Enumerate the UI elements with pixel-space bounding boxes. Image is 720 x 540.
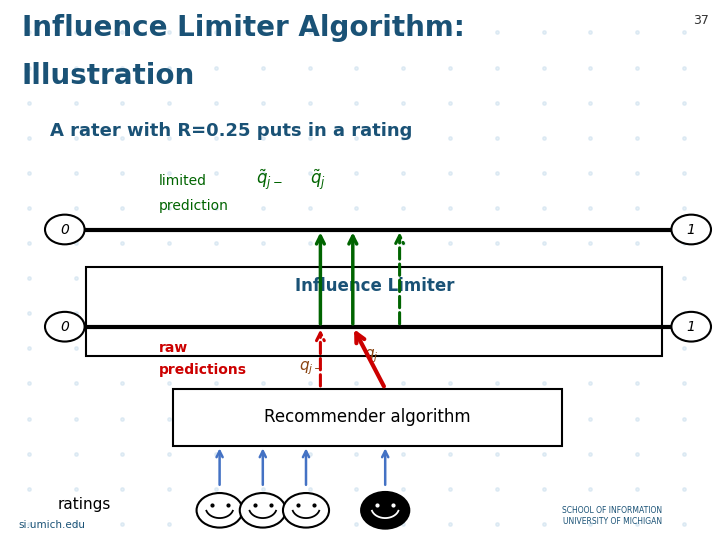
Circle shape [362, 493, 408, 528]
Text: Influence Limiter Algorithm:: Influence Limiter Algorithm: [22, 14, 464, 42]
Text: si.umich.edu: si.umich.edu [18, 520, 85, 530]
Text: 0: 0 [60, 222, 69, 237]
Text: ratings: ratings [58, 497, 111, 512]
Circle shape [283, 493, 329, 528]
Ellipse shape [671, 214, 711, 244]
Text: 0: 0 [60, 320, 69, 334]
Ellipse shape [671, 312, 711, 341]
Ellipse shape [45, 312, 85, 341]
Text: Recommender algorithm: Recommender algorithm [264, 408, 470, 426]
Bar [173, 389, 562, 446]
Text: predictions: predictions [158, 363, 246, 377]
Text: limited: limited [158, 174, 207, 188]
Text: prediction: prediction [158, 199, 228, 213]
Text: raw: raw [158, 341, 188, 355]
Ellipse shape [45, 214, 85, 244]
Text: $\tilde{q}_{j}$: $\tilde{q}_{j}$ [310, 167, 325, 192]
Text: 1: 1 [687, 222, 696, 237]
Text: $q_{j-}$: $q_{j-}$ [299, 360, 323, 377]
Text: $\tilde{q}_{j-}$: $\tilde{q}_{j-}$ [256, 167, 282, 192]
Circle shape [240, 493, 286, 528]
Text: Illustration: Illustration [22, 62, 195, 90]
Circle shape [197, 493, 243, 528]
Text: SCHOOL OF INFORMATION
UNIVERSITY OF MICHIGAN: SCHOOL OF INFORMATION UNIVERSITY OF MICH… [562, 505, 662, 526]
Bar [86, 267, 662, 356]
Text: $q_j$: $q_j$ [364, 348, 378, 365]
Text: A rater with R=0.25 puts in a rating: A rater with R=0.25 puts in a rating [50, 122, 413, 139]
Text: Influence Limiter: Influence Limiter [294, 277, 454, 295]
Text: 37: 37 [693, 14, 709, 26]
Text: 1: 1 [687, 320, 696, 334]
